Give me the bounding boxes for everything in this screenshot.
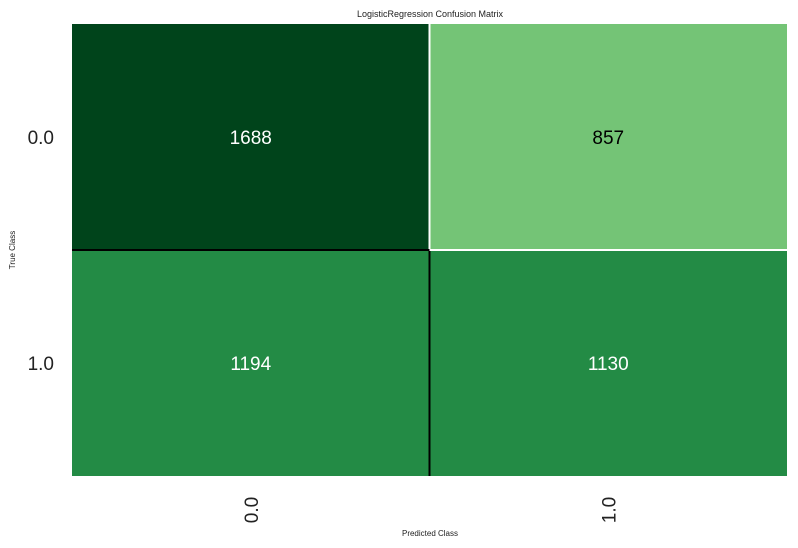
x-axis-label: Predicted Class <box>402 529 458 538</box>
chart-title: LogisticRegression Confusion Matrix <box>357 9 504 19</box>
cell-value-1-0: 1194 <box>230 354 271 375</box>
heatmap-cell-0-0 <box>72 24 430 250</box>
y-axis-label: True Class <box>8 231 17 269</box>
x-tick-label: 0.0 <box>242 497 263 523</box>
heatmap-cell-1-1 <box>429 250 787 476</box>
cell-value-0-1: 857 <box>592 128 624 149</box>
y-tick-labels: 0.0 1.0 <box>28 128 54 375</box>
y-tick-label: 0.0 <box>28 128 54 149</box>
cell-value-labels: 1688 857 1194 1130 <box>230 128 629 375</box>
cell-value-1-1: 1130 <box>588 354 629 375</box>
heatmap-cell-0-1 <box>429 24 787 250</box>
y-tick-label: 1.0 <box>28 354 54 375</box>
heatmap-cells <box>72 24 787 476</box>
cell-value-0-0: 1688 <box>230 128 272 149</box>
heatmap-cell-1-0 <box>72 250 430 476</box>
x-tick-label: 1.0 <box>599 497 620 523</box>
x-tick-labels: 0.0 1.0 <box>242 497 621 523</box>
